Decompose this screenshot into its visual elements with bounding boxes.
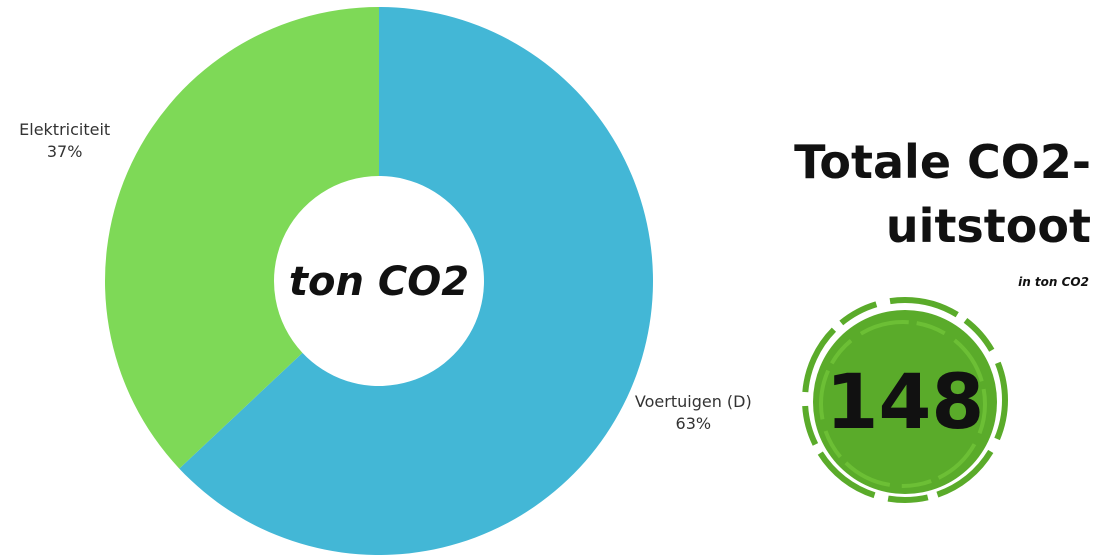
- slice-label: Elektriciteit: [19, 120, 110, 139]
- page: Voertuigen (D) 63% Elektriciteit 37% ton CO2…: [0, 0, 1111, 555]
- center-label: ton CO2: [289, 259, 469, 305]
- total-value: 148: [826, 357, 985, 446]
- slice-value: 37%: [47, 142, 83, 161]
- total-title: Totale CO2-uitstoot: [691, 130, 1091, 258]
- total-subtitle: in ton CO2: [1018, 275, 1089, 289]
- donut: Voertuigen (D) 63% Elektriciteit 37% ton CO2: [19, 7, 752, 555]
- slice-value: 63%: [676, 414, 712, 433]
- chart: Voertuigen (D) 63% Elektriciteit 37% ton CO2…: [0, 0, 1111, 555]
- slice-label: Voertuigen (D): [635, 392, 752, 411]
